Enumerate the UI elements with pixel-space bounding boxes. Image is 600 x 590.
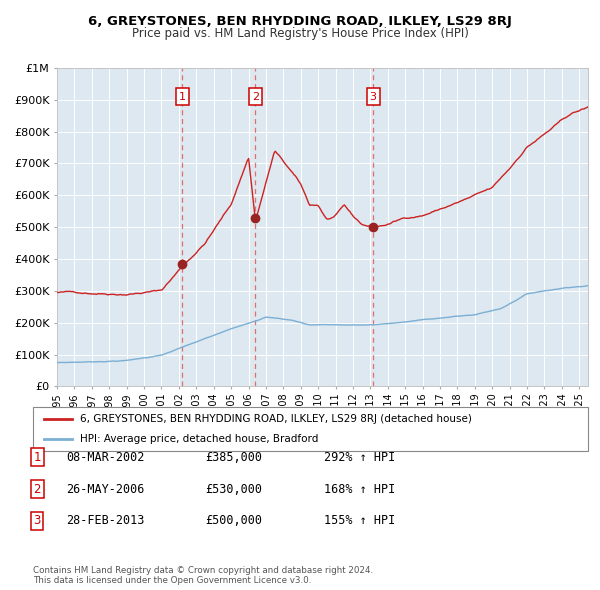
Text: Contains HM Land Registry data © Crown copyright and database right 2024.: Contains HM Land Registry data © Crown c… — [33, 566, 373, 575]
Text: This data is licensed under the Open Government Licence v3.0.: This data is licensed under the Open Gov… — [33, 576, 311, 585]
Text: 26-MAY-2006: 26-MAY-2006 — [66, 483, 144, 496]
FancyBboxPatch shape — [33, 407, 588, 451]
Text: Price paid vs. HM Land Registry's House Price Index (HPI): Price paid vs. HM Land Registry's House … — [131, 27, 469, 40]
Text: £500,000: £500,000 — [205, 514, 263, 527]
Text: 1: 1 — [179, 91, 185, 101]
Text: 28-FEB-2013: 28-FEB-2013 — [66, 514, 144, 527]
Text: 1: 1 — [34, 451, 41, 464]
Text: £530,000: £530,000 — [205, 483, 263, 496]
Text: 292% ↑ HPI: 292% ↑ HPI — [325, 451, 395, 464]
Text: 155% ↑ HPI: 155% ↑ HPI — [325, 514, 395, 527]
Text: 3: 3 — [370, 91, 377, 101]
Text: 6, GREYSTONES, BEN RHYDDING ROAD, ILKLEY, LS29 8RJ: 6, GREYSTONES, BEN RHYDDING ROAD, ILKLEY… — [88, 15, 512, 28]
Text: 08-MAR-2002: 08-MAR-2002 — [66, 451, 144, 464]
Text: 6, GREYSTONES, BEN RHYDDING ROAD, ILKLEY, LS29 8RJ (detached house): 6, GREYSTONES, BEN RHYDDING ROAD, ILKLEY… — [80, 415, 472, 424]
Text: 3: 3 — [34, 514, 41, 527]
Text: HPI: Average price, detached house, Bradford: HPI: Average price, detached house, Brad… — [80, 434, 319, 444]
Text: 2: 2 — [34, 483, 41, 496]
Text: 2: 2 — [252, 91, 259, 101]
Text: £385,000: £385,000 — [205, 451, 263, 464]
Text: 168% ↑ HPI: 168% ↑ HPI — [325, 483, 395, 496]
